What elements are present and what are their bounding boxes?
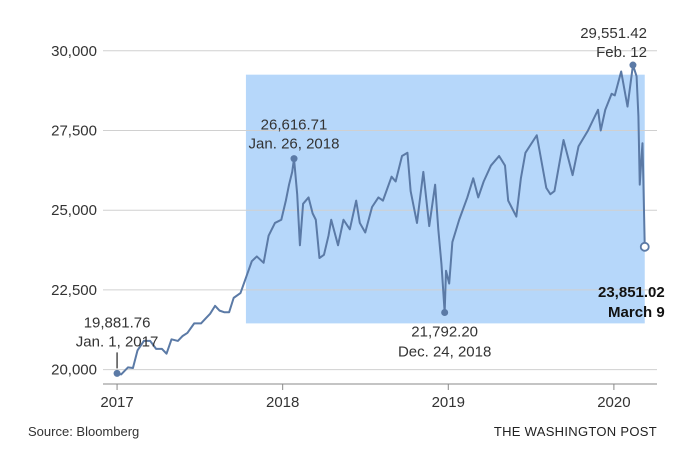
annotation-marker xyxy=(639,241,650,252)
x-tick-label: 2019 xyxy=(432,394,465,411)
x-tick-label: 2017 xyxy=(100,394,133,411)
footer-layer: Source: Bloomberg THE WASHINGTON POST xyxy=(28,424,657,439)
y-tick-label: 22,500 xyxy=(51,282,97,299)
source-note: Source: Bloomberg xyxy=(28,424,139,439)
grid-layer xyxy=(103,50,657,371)
series-line xyxy=(116,64,646,376)
annotation-marker xyxy=(290,155,298,163)
axis-layer: 20,000 22,500 25,000 27,500 30,000 2017 2018 20… xyxy=(51,43,657,411)
publisher-credit: THE WASHINGTON POST xyxy=(494,424,657,439)
y-tick-label: 20,000 xyxy=(51,362,97,379)
y-tick-label: 27,500 xyxy=(51,122,97,139)
x-tick-label: 2020 xyxy=(597,394,630,411)
annotation-value: 21,792.20 xyxy=(411,323,478,340)
annotation-marker xyxy=(629,61,637,69)
annotation-value: 26,616.71 xyxy=(261,117,328,134)
annotation-date: Jan. 26, 2018 xyxy=(249,136,340,153)
annotation-date: Dec. 24, 2018 xyxy=(398,343,491,360)
annotation-date: Feb. 12 xyxy=(596,44,647,61)
y-tick-label: 25,000 xyxy=(51,202,97,219)
annotation-date: Jan. 1, 2017 xyxy=(76,333,159,350)
x-tick-label: 2018 xyxy=(266,394,299,411)
y-tick-label: 30,000 xyxy=(51,43,97,60)
annotation-value: 29,551.42 xyxy=(580,25,647,42)
annotation-marker xyxy=(113,369,121,377)
annotation-layer: 19,881.76 Jan. 1, 2017 26,616.71 Jan. 26, 2… xyxy=(76,25,665,377)
annotation-value: 23,851.02 xyxy=(598,284,665,301)
annotation-date: March 9 xyxy=(608,304,665,321)
annotation-value: 19,881.76 xyxy=(84,314,151,331)
series-layer xyxy=(116,64,646,376)
annotation-marker xyxy=(441,308,449,316)
